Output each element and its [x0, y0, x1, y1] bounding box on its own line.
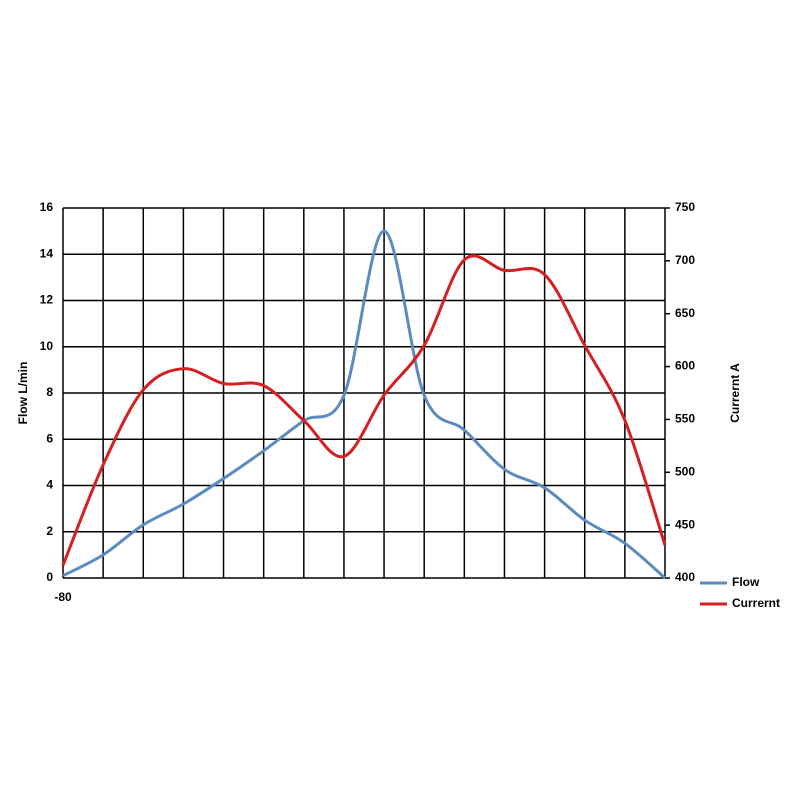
y2-tick-label: 400 [675, 570, 695, 584]
y-tick-label: 0 [46, 570, 53, 584]
data-line [61, 254, 667, 566]
legend-label: Currernt [732, 596, 780, 610]
y-tick-label: 14 [40, 246, 54, 260]
y2-tick-label: 550 [675, 412, 695, 426]
y2-tick-label: 600 [675, 359, 695, 373]
y-tick-label: 10 [40, 339, 54, 353]
y2-tick-label: 750 [675, 200, 695, 214]
y-tick-label: 8 [46, 385, 53, 399]
y-tick-label: 6 [46, 431, 53, 445]
data-line [62, 229, 666, 580]
y-tick-label: 12 [40, 293, 54, 307]
y2-tick-label: 450 [675, 517, 695, 531]
y-tick-label: 2 [46, 524, 53, 538]
y2-tick-label: 650 [675, 306, 695, 320]
y-axis-label: Flow L/min [16, 362, 30, 425]
y-tick-label: 16 [40, 200, 54, 214]
x-tick-label: -80 [54, 590, 72, 604]
y2-tick-label: 700 [675, 253, 695, 267]
y2-tick-label: 500 [675, 464, 695, 478]
y2-axis-label: Currernt A [728, 363, 742, 423]
legend-label: Flow [732, 575, 760, 589]
y-tick-label: 4 [46, 478, 53, 492]
